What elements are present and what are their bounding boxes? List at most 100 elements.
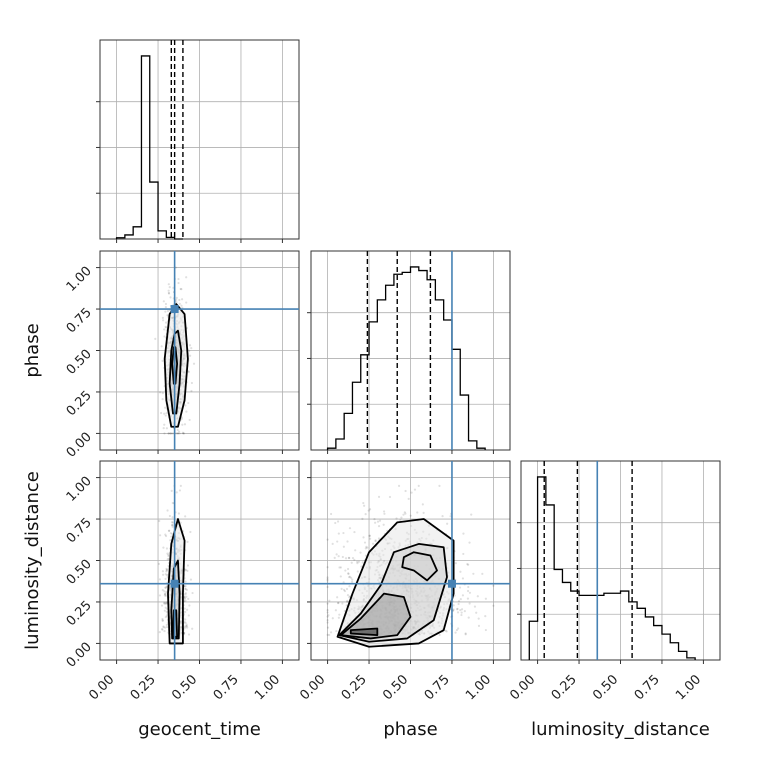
sample-point xyxy=(484,615,486,617)
y-tick-label: 1.00 xyxy=(64,264,95,295)
sample-point xyxy=(326,619,328,621)
sample-point xyxy=(166,509,168,511)
sample-point xyxy=(166,427,168,429)
sample-point xyxy=(189,355,191,357)
sample-point xyxy=(171,524,173,526)
sample-point xyxy=(168,290,170,292)
y-tick-label: 0.00 xyxy=(64,430,95,461)
sample-point xyxy=(353,531,355,533)
y-tick-label: 0.50 xyxy=(64,347,95,378)
sample-point xyxy=(441,515,443,517)
sample-point xyxy=(485,629,487,631)
sample-point xyxy=(176,297,178,299)
x-tick-label: 0.50 xyxy=(169,672,200,703)
sample-point xyxy=(185,410,187,412)
sample-point xyxy=(439,634,441,636)
sample-point xyxy=(422,503,424,505)
sample-point xyxy=(459,609,461,611)
sample-point xyxy=(159,534,161,536)
sample-point xyxy=(410,515,412,517)
sample-point xyxy=(345,557,347,559)
x-tick-label: 0.50 xyxy=(590,672,621,703)
sample-point xyxy=(165,414,167,416)
sample-point xyxy=(363,505,365,507)
sample-point xyxy=(166,626,168,628)
sample-point xyxy=(351,562,353,564)
sample-point xyxy=(166,547,168,549)
sample-point xyxy=(188,633,190,635)
sample-point xyxy=(193,363,195,365)
sample-point xyxy=(416,511,418,513)
y-tick-label: 1.00 xyxy=(64,474,95,505)
sample-point xyxy=(356,561,358,563)
sample-point xyxy=(438,485,440,487)
sample-point xyxy=(162,547,164,549)
sample-point xyxy=(332,543,334,545)
sample-point xyxy=(414,489,416,491)
sample-point xyxy=(336,553,338,555)
sample-point xyxy=(457,603,459,605)
sample-point xyxy=(184,593,186,595)
x-tick-label: 0.75 xyxy=(211,672,242,703)
sample-point xyxy=(184,580,186,582)
y-tick-label: 0.00 xyxy=(64,640,95,671)
sample-point xyxy=(378,537,380,539)
sample-point xyxy=(162,626,164,628)
y-tick-label: 0.75 xyxy=(64,305,95,336)
sample-point xyxy=(326,538,328,540)
x-axis-label-0: geocent_time xyxy=(138,719,261,740)
sample-point xyxy=(453,604,455,606)
x-tick-label: 0.00 xyxy=(507,672,538,703)
sample-point xyxy=(349,527,351,529)
sample-point xyxy=(467,598,469,600)
sample-point xyxy=(378,525,380,527)
sample-point xyxy=(163,413,165,415)
contour-level xyxy=(351,628,378,635)
sample-point xyxy=(402,514,404,516)
sample-point xyxy=(373,518,375,520)
sample-point xyxy=(190,390,192,392)
sample-point xyxy=(184,404,186,406)
sample-point xyxy=(347,573,349,575)
sample-point xyxy=(163,427,165,429)
sample-point xyxy=(404,490,406,492)
sample-point xyxy=(163,432,165,434)
sample-point xyxy=(161,398,163,400)
sample-point xyxy=(334,557,336,559)
sample-point xyxy=(327,627,329,629)
x-tick-label: 0.75 xyxy=(632,672,663,703)
sample-point xyxy=(362,561,364,563)
x-tick-label: 0.25 xyxy=(549,672,580,703)
sample-point xyxy=(190,347,192,349)
sample-point xyxy=(189,419,191,421)
sample-point xyxy=(166,624,168,626)
sample-point xyxy=(169,286,171,288)
sample-point xyxy=(326,576,328,578)
sample-point xyxy=(161,629,163,631)
y-axis-label-2: luminosity_distance xyxy=(22,471,43,650)
sample-point xyxy=(191,628,193,630)
sample-point xyxy=(164,610,166,612)
sample-point xyxy=(389,496,391,498)
sample-point xyxy=(184,611,186,613)
sample-point xyxy=(162,619,164,621)
sample-point xyxy=(334,522,336,524)
sample-point xyxy=(446,523,448,525)
sample-point xyxy=(177,278,179,280)
sample-point xyxy=(158,520,160,522)
sample-point xyxy=(188,614,190,616)
sample-point xyxy=(404,511,406,513)
sample-point xyxy=(469,602,471,604)
sample-point xyxy=(348,576,350,578)
sample-point xyxy=(383,510,385,512)
sample-point xyxy=(467,590,469,592)
sample-point xyxy=(475,612,477,614)
sample-point xyxy=(169,539,171,541)
sample-point xyxy=(342,532,344,534)
sample-point xyxy=(184,618,186,620)
y-axis-label-1: phase xyxy=(22,323,43,377)
sample-point xyxy=(177,432,179,434)
sample-point xyxy=(472,573,474,575)
sample-point xyxy=(162,570,164,572)
